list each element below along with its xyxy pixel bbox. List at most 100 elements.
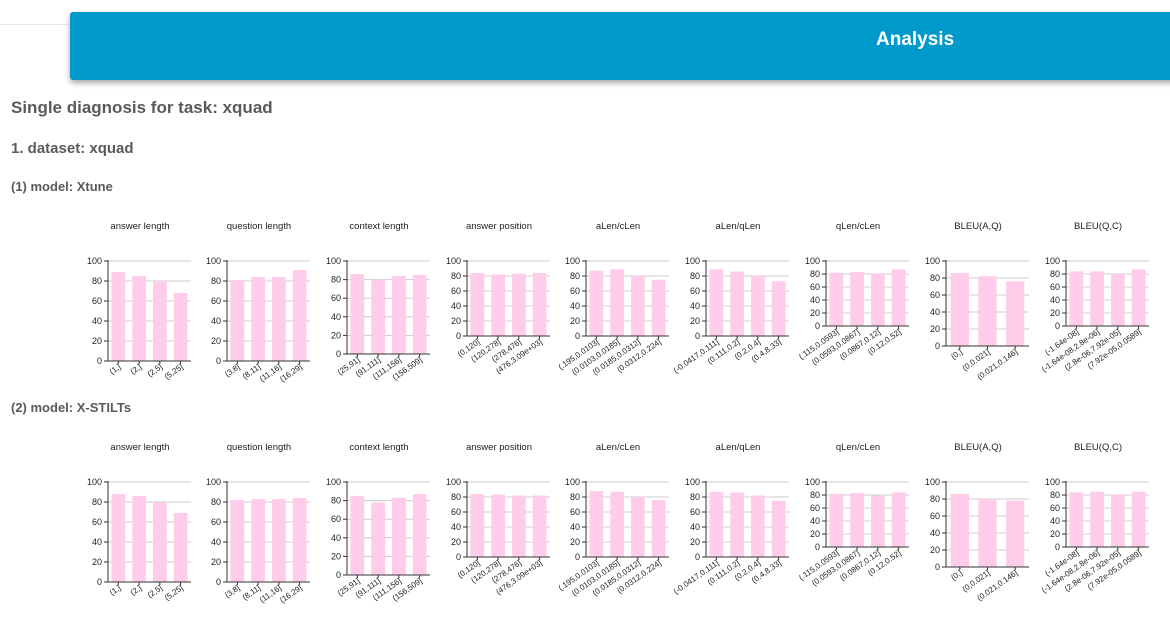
chart-1-6-title: qLen/cLen [836,442,880,453]
chart-1-7-xtick-label-0: (0,] [949,568,964,582]
chart-1-0-xtick-label-1: (2,] [129,583,144,597]
chart-1-5-ytick-label-20: 20 [690,537,700,547]
chart-0-6-bar-3 [891,269,906,326]
chart-0-4-ytick-label-80: 80 [570,271,580,281]
chart-0-5-bar-0 [709,269,724,336]
chart-0-1-bar-3 [292,270,307,361]
chart-1-5-bar-3 [771,500,786,557]
chart-1-1-bar-2 [272,499,286,582]
chart-1-8-title: BLEU(Q,C) [1074,442,1122,453]
header-title: Analysis [876,29,955,50]
chart-0-2-bar-0 [350,274,365,354]
chart-1-0-ytick-label-40: 40 [92,537,102,547]
chart-0-6-bar-1 [850,272,864,326]
chart-0-2: context length020406080100(25,91](91,111… [326,221,430,382]
chart-1-8-bar-2 [1111,494,1125,547]
chart-1-0-ytick-label-80: 80 [92,497,102,507]
chart-0-0-xtick-label-3: (5,25] [163,362,185,381]
chart-0-8: BLEU(Q,C)020406080100(-1.64e-08](-1.64e-… [1040,221,1149,374]
chart-0-0-ytick-label-60: 60 [92,296,102,306]
chart-1-4-title: aLen/cLen [596,442,640,453]
chart-1-2-bar-0 [350,495,365,575]
chart-1-5-ytick-label-60: 60 [690,507,700,517]
model-heading-xtune: (1) model: Xtune [11,179,113,194]
chart-1-3-bar-1 [491,494,505,557]
chart-0-3-bar-3 [532,273,547,336]
chart-1-2-ytick-label-80: 80 [331,496,341,506]
chart-0-6: qLen/cLen020406080100(.115,0.0593](0.059… [797,221,909,367]
chart-0-4-ytick-label-20: 20 [570,316,580,326]
chart-1-3-ytick-label-20: 20 [451,537,461,547]
chart-0-5-ytick-label-20: 20 [690,316,700,326]
chart-0-2-title: context length [349,221,408,232]
chart-1-3-ytick-label-40: 40 [451,522,461,532]
chart-1-0-xtick-label-3: (5,25] [163,583,185,602]
chart-0-8-ytick-label-40: 40 [1050,295,1060,305]
chart-0-8-ytick-label-80: 80 [1050,269,1060,279]
chart-0-2-ytick-label-0: 0 [336,349,341,359]
chart-0-3-ytick-label-100: 100 [446,256,461,266]
chart-0-1-title: question length [227,221,291,232]
chart-1-0-bar-0 [111,494,126,582]
chart-1-0-bar-1 [132,496,146,582]
chart-1-6-ytick-label-100: 100 [805,477,820,487]
chart-1-5-ytick-label-100: 100 [685,477,700,487]
chart-0-1-xtick-label-0: (3,8] [223,362,241,379]
chart-1-4-ytick-label-20: 20 [570,537,580,547]
top-divider [0,24,80,25]
chart-1-2-bar-1 [371,502,385,575]
chart-1-5-ytick-label-40: 40 [690,522,700,532]
chart-0-4-bar-1 [610,269,624,336]
header-bar: Analysis [70,12,1170,80]
chart-0-3-bar-1 [491,274,505,336]
chart-1-8-bar-1 [1090,491,1104,547]
chart-1-1-ytick-label-40: 40 [211,537,221,547]
chart-1-7-bar-2 [1006,500,1025,567]
chart-0-0-bar-1 [132,276,146,361]
chart-0-3-ytick-label-20: 20 [451,316,461,326]
chart-1-4-bar-0 [589,491,604,557]
chart-0-3: answer position020406080100(0,120](120,2… [446,221,550,376]
chart-0-3-bar-2 [512,273,526,336]
chart-0-4-bar-0 [589,270,604,336]
chart-1-3-ytick-label-100: 100 [446,477,461,487]
chart-1-5-bar-1 [730,492,744,557]
chart-1-3-ytick-label-80: 80 [451,492,461,502]
chart-0-7-xtick-label-0: (0,] [949,347,964,361]
chart-1-0-ytick-label-20: 20 [92,557,102,567]
chart-1-5-title: aLen/qLen [716,442,761,453]
chart-0-0-title: answer length [110,221,169,232]
chart-0-7: BLEU(A,Q)020406080100(0,](0,0.021](0.021… [925,221,1029,382]
chart-0-8-bar-1 [1090,271,1104,326]
chart-0-4-ytick-label-100: 100 [565,256,580,266]
chart-0-3-bar-0 [470,273,485,336]
chart-1-2-title: context length [349,442,408,453]
chart-1-1-ytick-label-60: 60 [211,517,221,527]
chart-1-6-ytick-label-40: 40 [810,516,820,526]
chart-0-1-ytick-label-100: 100 [206,256,221,266]
chart-0-4: aLen/cLen020406080100(.195,0.0103](0.010… [557,221,669,377]
chart-0-4-bar-3 [651,279,666,336]
chart-0-7-ytick-label-100: 100 [925,256,940,266]
chart-0-8-bar-2 [1111,274,1125,326]
chart-1-7-bar-0 [950,493,969,567]
chart-1-1-ytick-label-100: 100 [206,477,221,487]
chart-0-0: answer length 0 20 40 60 80 100 (1,] (2,] (2,5](5… [87,221,191,381]
chart-1-1-xtick-label-3: (16,29] [278,583,304,605]
chart-0-6-ytick-label-80: 80 [810,269,820,279]
chart-1-4: aLen/cLen020406080100(.195,0.0103](0.010… [557,442,669,598]
chart-1-6-bar-0 [829,493,844,547]
chart-1-3-title: answer position [466,442,532,453]
chart-0-2-bar-2 [392,275,406,354]
chart-0-8-ytick-label-60: 60 [1050,282,1060,292]
chart-0-1-ytick-label-20: 20 [211,336,221,346]
chart-0-0-ytick-label-80: 80 [92,276,102,286]
chart-0-1-ytick-label-0: 0 [216,356,221,366]
chart-1-4-ytick-label-80: 80 [570,492,580,502]
chart-1-1-ytick-label-80: 80 [211,497,221,507]
chart-1-4-ytick-label-60: 60 [570,507,580,517]
chart-1-2-bar-2 [392,497,406,575]
chart-0-2-ytick-label-100: 100 [326,256,341,266]
chart-1-6-ytick-label-20: 20 [810,529,820,539]
